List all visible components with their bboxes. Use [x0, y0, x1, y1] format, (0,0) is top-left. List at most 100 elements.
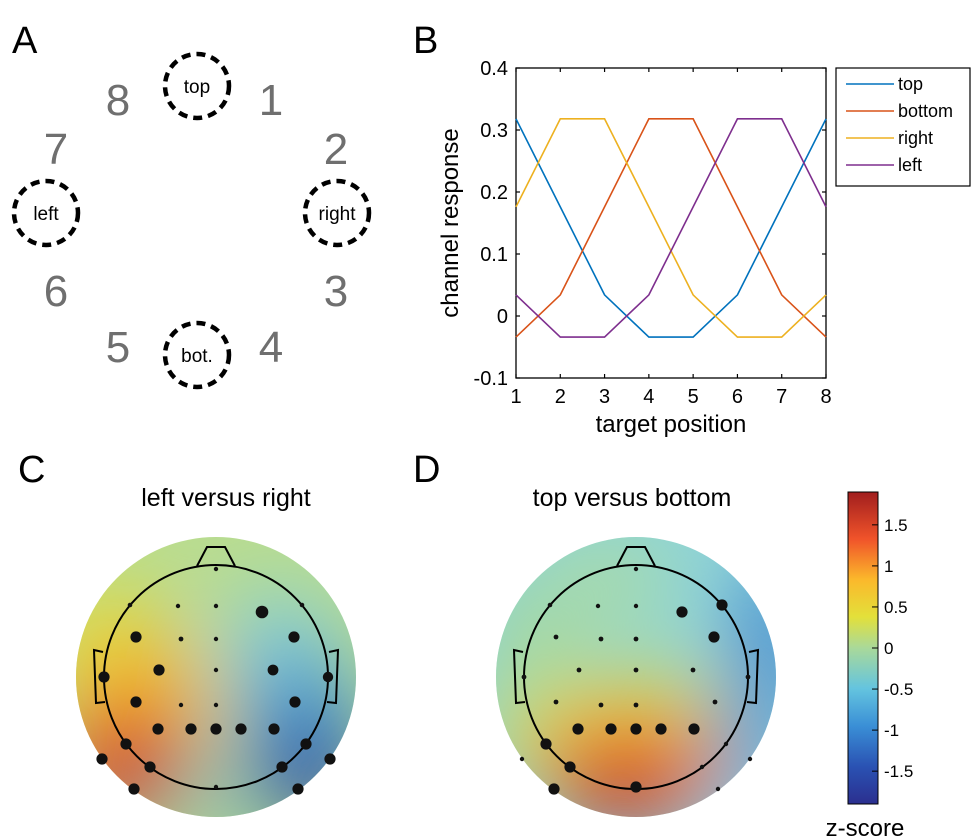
series-line-right — [515, 118, 827, 338]
electrodes-d — [519, 566, 753, 795]
electrode — [572, 723, 584, 735]
electrode — [712, 699, 718, 705]
x-tick-label: 1 — [510, 386, 521, 408]
electrode — [521, 674, 527, 680]
position-number-5: 5 — [106, 323, 130, 372]
series-group — [515, 118, 827, 338]
electrode — [564, 761, 576, 773]
panel-a-letter: A — [12, 20, 38, 62]
electrode — [276, 761, 288, 773]
electrode — [633, 603, 639, 609]
electrode — [178, 636, 184, 642]
electrode — [175, 603, 181, 609]
electrode — [120, 738, 132, 750]
location-left: left — [11, 178, 81, 248]
electrode — [144, 761, 156, 773]
x-axis-title: target position — [596, 411, 747, 438]
panel-d-letter: D — [413, 449, 440, 491]
electrode — [299, 602, 305, 608]
electrode — [633, 636, 639, 642]
legend-label-right: right — [898, 128, 933, 148]
electrode — [548, 783, 560, 795]
location-right-circle — [302, 178, 372, 248]
x-tick-label: 3 — [599, 386, 610, 408]
x-tick-label: 7 — [776, 386, 787, 408]
electrode — [235, 723, 247, 735]
x-tick-label: 2 — [555, 386, 566, 408]
location-bottom-circle — [162, 320, 232, 390]
colorbar: 1.5 1 0.5 0 -0.5 -1 -1.5 z-score — [826, 491, 913, 840]
electrode — [630, 723, 642, 735]
electrode — [715, 786, 721, 792]
electrode — [210, 723, 222, 735]
electrode — [255, 605, 269, 619]
electrode — [98, 671, 110, 683]
location-top-circle — [162, 51, 232, 121]
location-left-circle — [11, 178, 81, 248]
electrode — [699, 764, 705, 770]
electrode — [127, 602, 133, 608]
series-line-top — [515, 118, 827, 338]
line-chart: 1 2 3 4 5 6 7 8 0.4 0.3 0.2 0.1 0 -0.1 target positio… — [437, 58, 971, 438]
electrode — [213, 667, 219, 673]
location-bottom-label: bot. — [181, 346, 213, 367]
y-tick-label: 0 — [497, 306, 508, 328]
position-number-8: 8 — [106, 76, 130, 125]
location-left-label: left — [33, 204, 59, 225]
position-number-6: 6 — [44, 267, 68, 316]
location-right-label: right — [319, 204, 357, 225]
colorbar-tick-label: 1 — [884, 557, 893, 576]
electrode — [322, 671, 334, 683]
electrode — [178, 702, 184, 708]
electrode — [598, 636, 604, 642]
electrode — [630, 781, 642, 793]
electrode — [96, 753, 108, 765]
location-bottom: bot. — [162, 320, 232, 390]
x-tick-label: 4 — [643, 386, 654, 408]
electrode — [152, 723, 164, 735]
electrode — [268, 723, 280, 735]
electrode — [745, 674, 751, 680]
electrode — [213, 702, 219, 708]
electrode — [213, 636, 219, 642]
electrode — [130, 631, 142, 643]
colorbar-tick-label: 1.5 — [884, 516, 908, 535]
position-number-7: 7 — [44, 125, 68, 174]
electrode — [605, 723, 617, 735]
topo-c-title: left versus right — [141, 484, 311, 512]
location-right: right — [302, 178, 372, 248]
electrodes-c — [96, 566, 336, 795]
electrode — [688, 723, 700, 735]
location-top-label: top — [184, 77, 210, 98]
position-number-4: 4 — [259, 323, 283, 372]
electrode — [213, 784, 219, 790]
axes-group: 1 2 3 4 5 6 7 8 0.4 0.3 0.2 0.1 0 -0.1 — [474, 58, 832, 408]
electrode — [324, 753, 336, 765]
legend-label-bottom: bottom — [898, 101, 953, 121]
electrode — [633, 702, 639, 708]
electrode — [598, 702, 604, 708]
electrode — [540, 738, 552, 750]
electrode — [128, 783, 140, 795]
electrode — [553, 634, 559, 640]
y-tick-label: 0.1 — [480, 244, 508, 266]
y-axis-title: channel response — [437, 128, 464, 317]
electrode — [292, 783, 304, 795]
series-line-left — [515, 118, 827, 338]
panel-c-letter: C — [18, 449, 45, 491]
colorbar-tick-label: -1.5 — [884, 762, 913, 781]
colorbar-tick-label: 0 — [884, 639, 893, 658]
panel-b-letter: B — [413, 20, 438, 62]
electrode — [595, 603, 601, 609]
electrode — [185, 723, 197, 735]
panel-b: B 1 2 3 4 5 6 7 8 0.4 0.3 0.2 0.1 0 -0.1 target posit… — [413, 20, 971, 438]
legend-frame — [835, 67, 971, 187]
electrode — [723, 741, 729, 747]
colorbar-tick-label: -1 — [884, 721, 899, 740]
colorbar-tick-label: 0.5 — [884, 598, 908, 617]
electrode — [633, 566, 639, 572]
electrode — [213, 566, 219, 572]
electrode — [289, 696, 301, 708]
position-number-1: 1 — [259, 76, 283, 125]
